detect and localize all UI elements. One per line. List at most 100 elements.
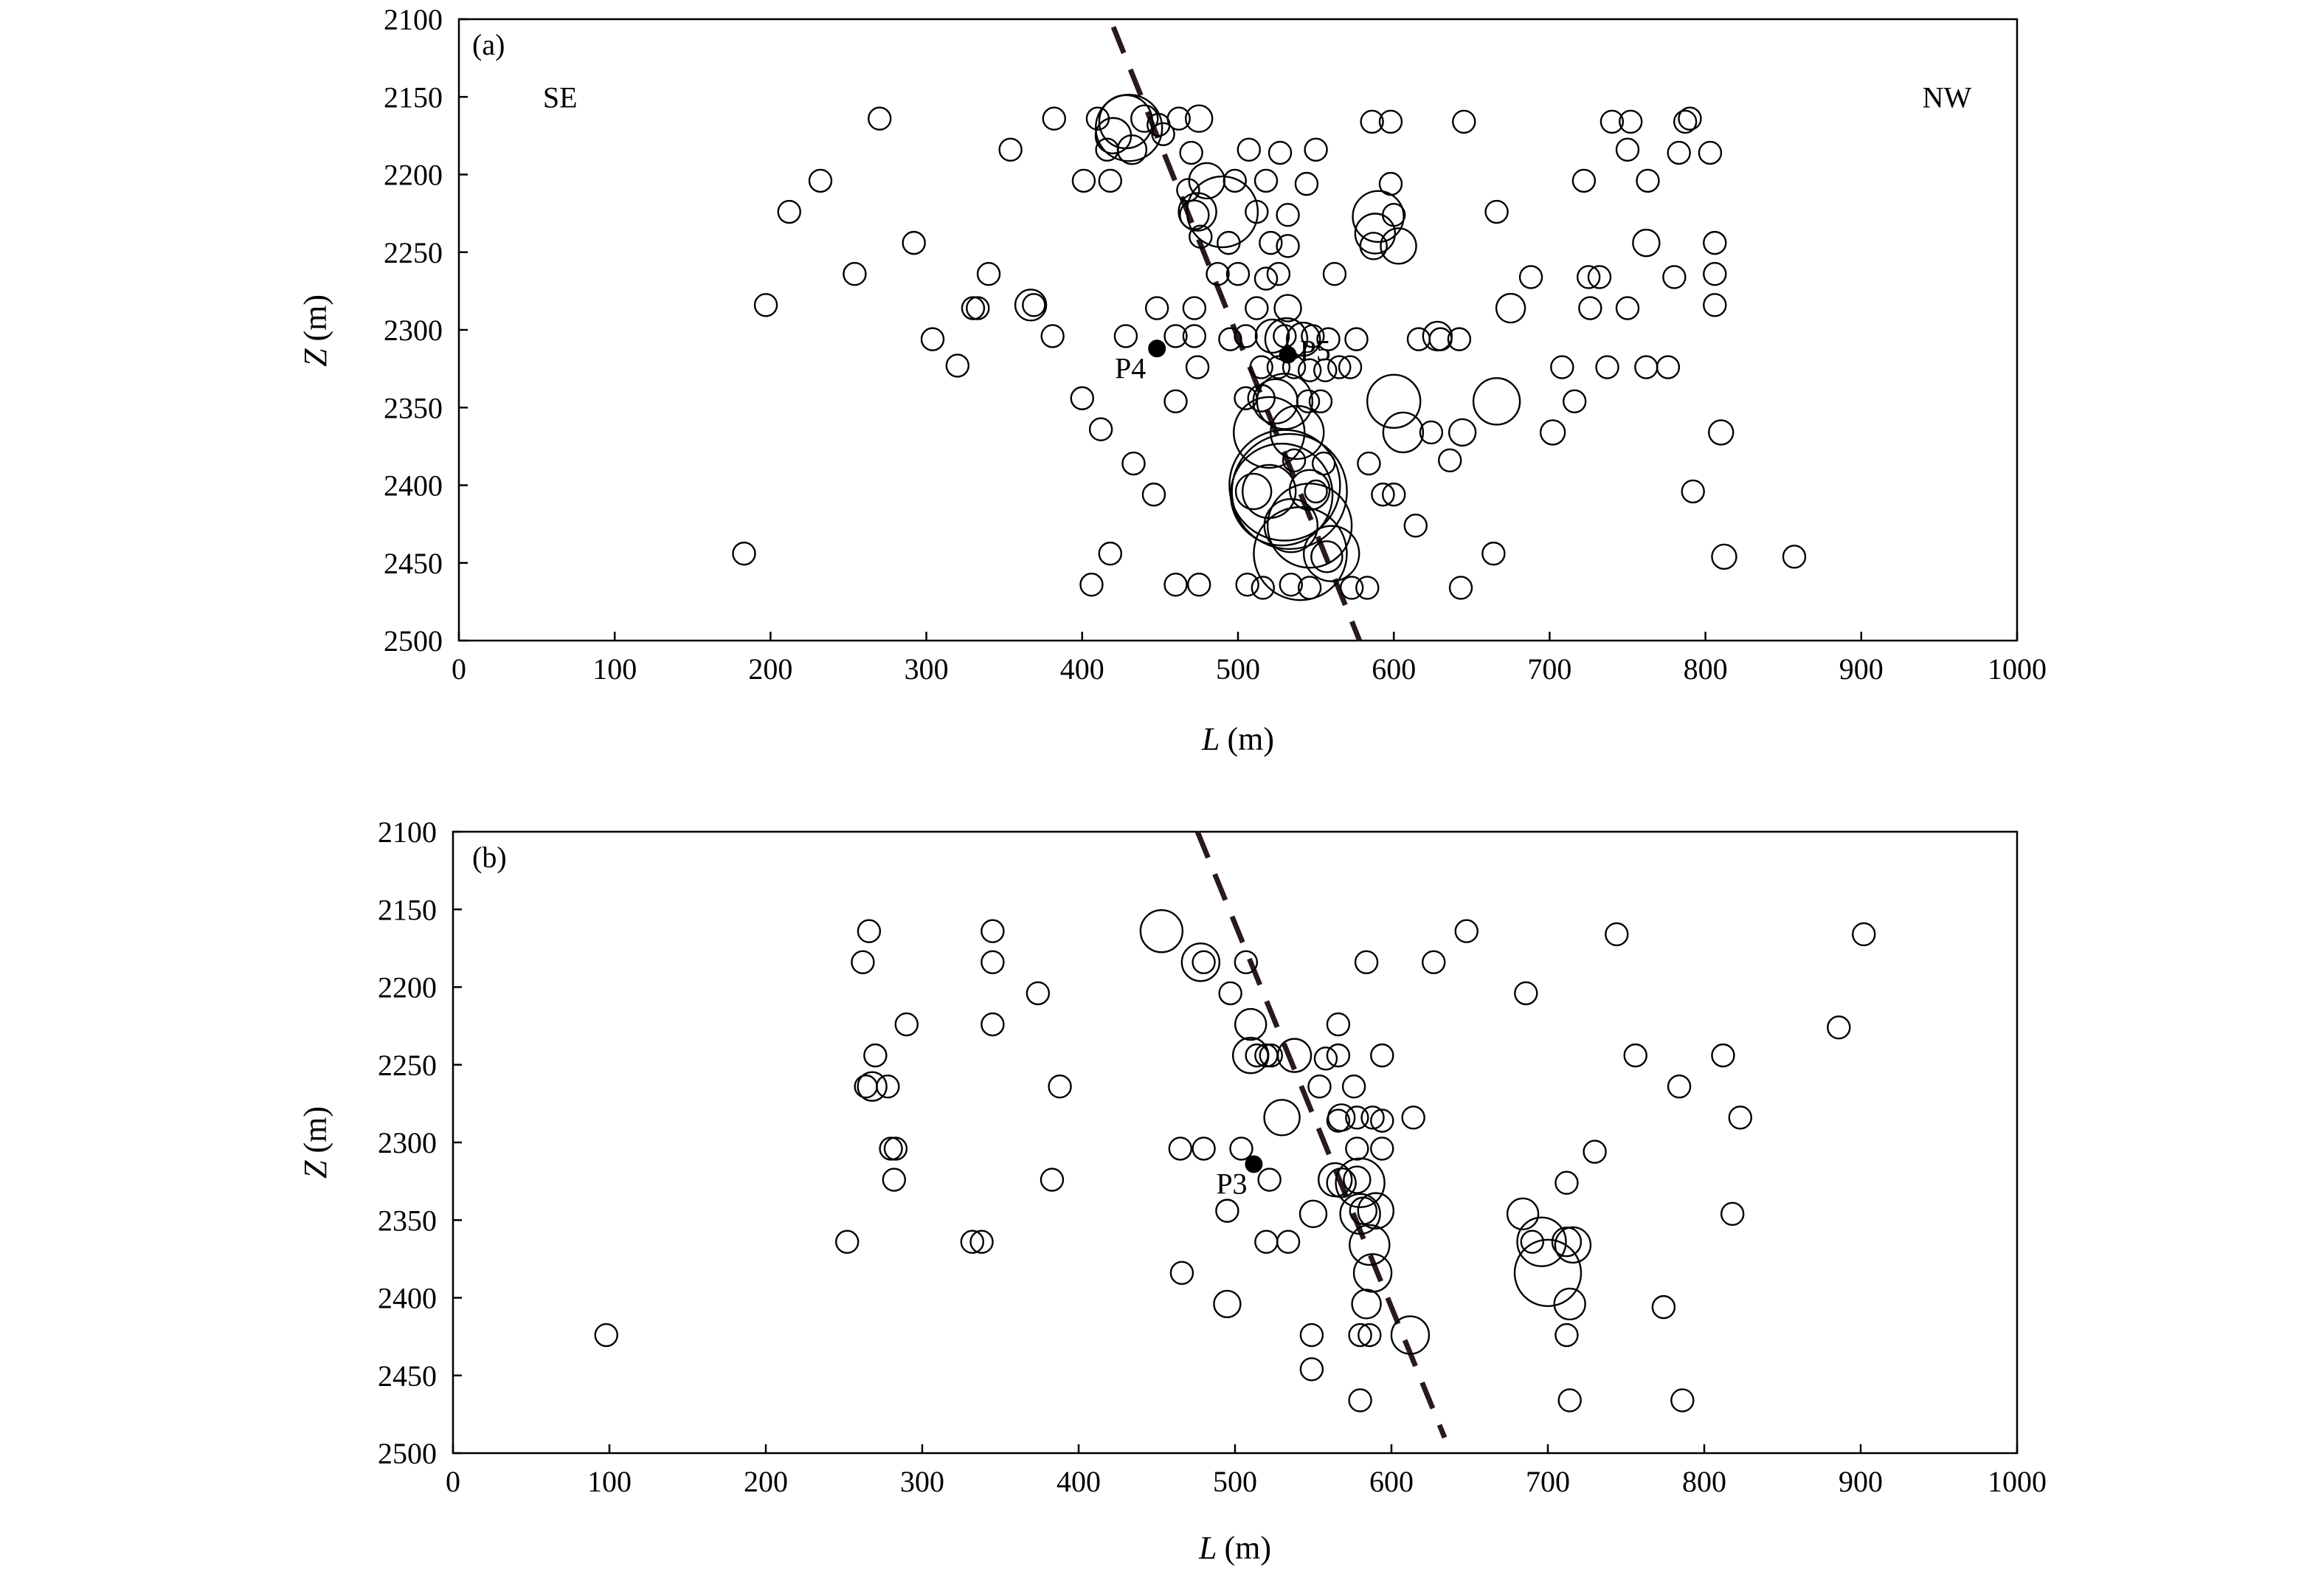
panel-b-event-marker — [1516, 1216, 1567, 1267]
panel-b-y-ticks: 2100 2150 2200 2250 2300 2350 2400 2450 2500 — [378, 815, 462, 1470]
panel-b-event-marker — [1358, 1323, 1382, 1348]
panel-a-event-marker — [1327, 355, 1352, 379]
panel-a-event-marker — [1308, 389, 1333, 414]
panel-b-event-marker — [1326, 1108, 1351, 1133]
panel-a-event-marker — [1634, 355, 1659, 379]
panel-b-event-marker — [1354, 950, 1379, 975]
panel-a-event-marker — [1352, 190, 1405, 244]
panel-a-event-marker — [1667, 140, 1691, 165]
panel-a-event-marker — [843, 262, 867, 286]
panel-a-event-marker — [1179, 199, 1210, 230]
panel-a-point-p4 — [1148, 339, 1166, 358]
panel-a-event-marker — [1322, 262, 1347, 286]
panel-a-event-marker — [1636, 168, 1660, 193]
panel-a-event-marker — [1071, 168, 1096, 193]
panel-a-marked-points: P4 P5 — [1115, 334, 1331, 385]
panel-a-y-unit: (m) — [297, 294, 333, 342]
panel-b-x-tick-label: 600 — [1369, 1465, 1414, 1498]
panel-a-event-marker — [1304, 479, 1328, 504]
panel-a-y-tick-label: 2100 — [384, 3, 443, 36]
panel-a-event-marker — [1419, 420, 1444, 445]
panel-a-event-marker — [1338, 355, 1363, 379]
panel-b-x-unit: (m) — [1224, 1530, 1271, 1566]
panel-b-event-marker — [1827, 1015, 1851, 1040]
panel-b-event-marker — [1234, 950, 1259, 975]
panel-a-event-marker — [1234, 324, 1258, 348]
panel-a-event-marker — [1481, 541, 1506, 566]
panel-a-event-marker — [1014, 289, 1048, 322]
panel-b-event-marker — [1326, 1043, 1351, 1068]
panel-b-event-marker — [1349, 1224, 1391, 1266]
panel-a-event-marker — [1253, 506, 1348, 601]
panel-b-event-marker — [1454, 919, 1479, 943]
panel-a-event-marker — [1448, 418, 1477, 447]
panel-a-event-marker — [1276, 234, 1300, 258]
panel-b-y-tick-label: 2300 — [378, 1126, 437, 1159]
panel-a-event-marker — [1703, 262, 1727, 286]
panel-a-frame — [457, 18, 2019, 642]
panel-a-point-label-p4: P4 — [1115, 351, 1146, 385]
panel-b-event-marker — [1299, 1357, 1324, 1382]
panel-a-event-marker — [1218, 327, 1242, 351]
panel-a-event-marker — [1279, 573, 1304, 597]
panel-b-x-tick-label: 200 — [744, 1465, 788, 1498]
panel-a-x-tick-label: 600 — [1372, 652, 1416, 686]
panel-a-event-marker — [1189, 224, 1213, 249]
panel-b-event-marker — [1345, 1106, 1369, 1130]
panel-a-event-marker — [1177, 192, 1217, 232]
panel-a-event-marker — [1681, 479, 1705, 504]
panel-a-event-marker — [1600, 109, 1625, 134]
panel-a-event-marker — [1042, 106, 1066, 131]
panel-a-event-marker — [1304, 137, 1328, 162]
panel-b-x-tick-label: 800 — [1682, 1465, 1726, 1498]
panel-b-event-marker — [594, 1323, 618, 1348]
panel-b-event-marker — [1852, 922, 1876, 947]
panel-b-event-marker — [1040, 1168, 1065, 1192]
panel-a-event-marker — [1253, 266, 1279, 291]
panel-b-event-marker — [1345, 1137, 1369, 1161]
panel-a-fault-line — [1110, 26, 1362, 642]
panel-a-event-marker — [1344, 327, 1369, 351]
panel-b-event-marker — [1313, 1046, 1338, 1071]
panel-b-event-marker — [894, 1012, 919, 1037]
panel-b-event-marker — [1229, 1137, 1253, 1161]
panel-a-event-marker — [1313, 358, 1338, 382]
panel-a-event-marker — [1380, 227, 1417, 265]
panel-b-y-tick-label: 2200 — [378, 971, 437, 1004]
panel-a-event-marker — [1360, 109, 1384, 134]
panel-a-x-tick-label: 100 — [592, 652, 637, 686]
panel-b-fault-line-group — [1194, 830, 1448, 1439]
panel-a-x-tick-label: 0 — [452, 652, 466, 686]
panel-b-y-tick-label: 2150 — [378, 893, 437, 926]
panel-a-x-ticks: 0 100 200 300 400 500 600 700 800 900 1000 — [452, 632, 2047, 686]
panel-a-event-marker — [808, 168, 833, 193]
panel-b-event-marker — [1351, 1289, 1382, 1320]
panel-b-y-axis-label: Z (m) — [297, 1106, 333, 1179]
panel-b-event-marker — [1667, 1075, 1692, 1099]
panel-b-y-tick-label: 2400 — [378, 1282, 437, 1315]
panel-a-event-marker — [1273, 324, 1297, 348]
panel-a-event-marker — [1357, 451, 1381, 476]
panel-b-event-marker — [1192, 1137, 1216, 1161]
panel-b-x-tick-label: 700 — [1526, 1465, 1570, 1498]
panel-a-event-marker — [1288, 469, 1331, 511]
panel-b-event-marker — [1605, 922, 1629, 947]
panel-b-event-marker — [1651, 1294, 1676, 1320]
panel-b-y-tick-label: 2250 — [378, 1049, 437, 1082]
panel-a-event-marker — [1354, 213, 1397, 255]
panel-a-event-marker — [1382, 411, 1425, 454]
panel-b-event-marker — [1553, 1287, 1586, 1321]
panel-b-event-marker — [1390, 1315, 1431, 1355]
panel-a-event-marker — [1079, 573, 1104, 597]
panel-a-event-marker — [1251, 576, 1275, 600]
panel-a-event-marker — [1711, 543, 1737, 570]
panel-a-annotations: SE NW — [543, 80, 1972, 114]
panel-a-event-marker — [1233, 396, 1306, 469]
panel-a-event-marker — [1576, 265, 1601, 289]
panel-b-event-marker — [1299, 1323, 1324, 1348]
panel-b-event-marker — [1139, 909, 1184, 954]
panel-a-event-marker — [1571, 168, 1597, 193]
panel-b-event-marker — [1520, 1230, 1545, 1254]
panel-b-events — [594, 909, 1876, 1413]
panel-b-event-marker — [1557, 1388, 1582, 1413]
